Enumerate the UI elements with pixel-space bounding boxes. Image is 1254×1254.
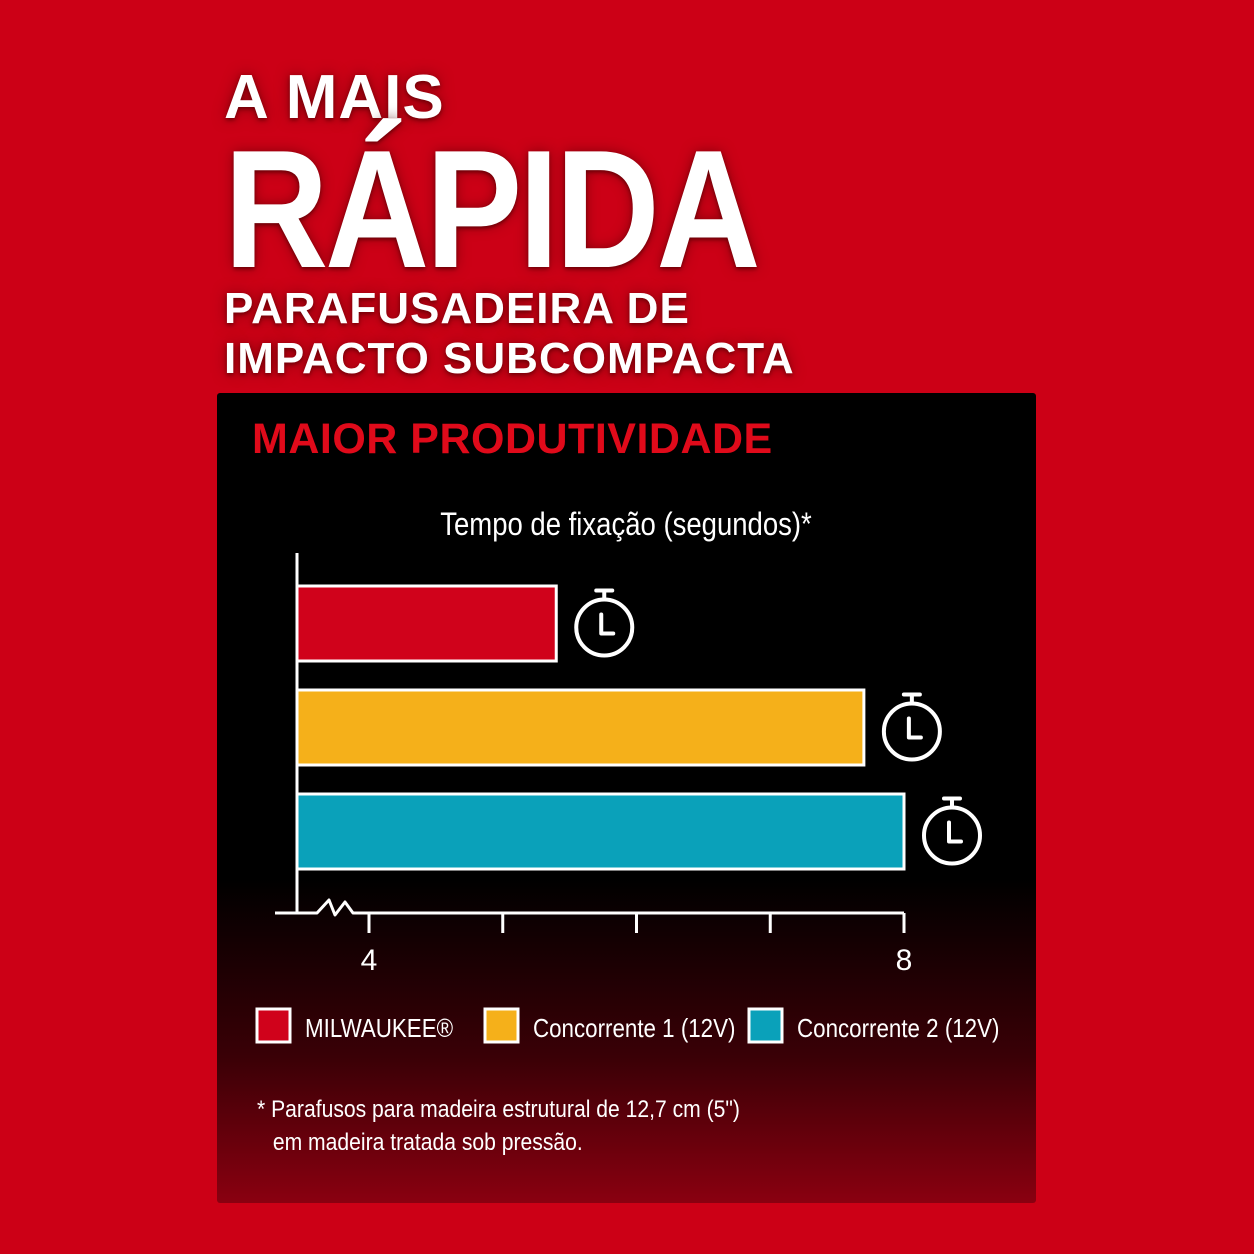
legend-label: MILWAUKEE®	[305, 1014, 453, 1043]
stopwatch-icon	[922, 796, 982, 866]
x-tick-label: 8	[896, 944, 913, 977]
stopwatch-icon	[574, 588, 635, 658]
x-axis-line	[275, 898, 904, 917]
footnote: * Parafusos para madeira estrutural de 1…	[257, 1093, 740, 1159]
panel-title: MAIOR PRODUTIVIDADE	[252, 415, 773, 463]
headline-line-4: IMPACTO SUBCOMPACTA	[224, 334, 795, 383]
headline-line-1: A MAIS	[224, 63, 445, 132]
legend-label: Concorrente 2 (12V)	[797, 1014, 999, 1043]
bar	[295, 792, 906, 871]
stopwatch-icon	[881, 692, 942, 762]
headline-line-3: PARAFUSADEIRA DE	[224, 284, 690, 333]
bar	[295, 688, 866, 767]
footnote-line-2: em madeira tratada sob pressão.	[272, 1129, 583, 1156]
bar	[295, 584, 558, 663]
legend-label: Concorrente 1 (12V)	[533, 1014, 735, 1043]
headline-line-2: RÁPIDA	[224, 115, 761, 303]
headline: A MAIS RÁPIDA PARAFUSADEIRA DE IMPACTO S…	[224, 62, 844, 384]
legend-swatch	[483, 1007, 520, 1044]
legend-swatch	[255, 1007, 292, 1044]
x-tick-label: 4	[361, 944, 378, 977]
bar-chart: Tempo de fixação (segundos)* 4 8 MILWAUKEE®…	[255, 507, 999, 1044]
legend-swatch	[747, 1007, 784, 1044]
chart-title: Tempo de fixação (segundos)*	[440, 507, 812, 542]
footnote-line-1: * Parafusos para madeira estrutural de 1…	[257, 1096, 740, 1123]
chart-panel: MAIOR PRODUTIVIDADE Tempo de fixação (se…	[217, 393, 1036, 1203]
